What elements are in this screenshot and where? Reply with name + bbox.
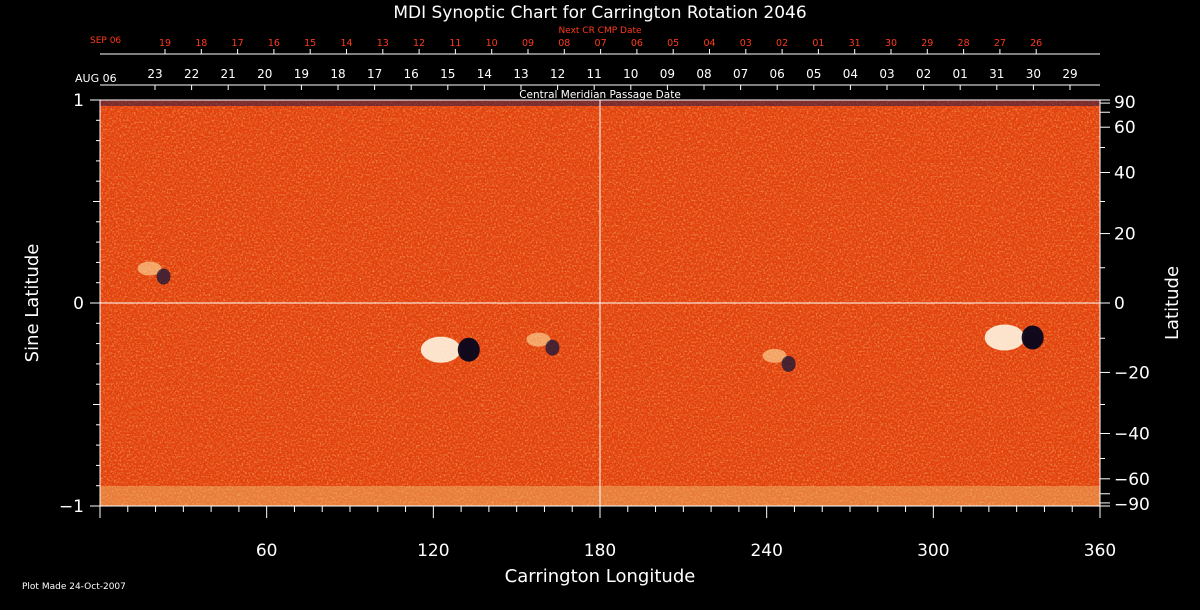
next-cmp-date-label: 05 xyxy=(667,38,679,49)
next-cmp-date-label: 04 xyxy=(703,38,715,49)
next-cmp-date-label: 01 xyxy=(812,38,824,49)
y-right-tick-label: 20 xyxy=(1114,225,1136,245)
cmp-date-label: 14 xyxy=(477,67,492,81)
x-tick-label: 300 xyxy=(917,541,949,561)
next-cmp-date-label: 13 xyxy=(377,38,389,49)
negative-polarity-blob xyxy=(156,268,171,285)
y-right-axis: 90 60 40 20 0 −20 −40 −60 −90 xyxy=(1100,93,1150,515)
negative-polarity-blob xyxy=(457,337,480,362)
y-right-tick-label: 40 xyxy=(1114,164,1136,184)
y-right-axis-title: Latitude xyxy=(1162,266,1183,340)
next-cmp-ticks: 19 18 17 16 15 14 13 12 11 10 09 08 07 06 05 04 03 02 01 31… xyxy=(159,38,1042,54)
next-cmp-date-label: 10 xyxy=(486,38,498,49)
x-tick-label: 240 xyxy=(750,541,782,561)
cmp-date-label: 19 xyxy=(294,67,309,81)
next-cmp-date-label: 30 xyxy=(885,38,897,49)
x-tick-label: 60 xyxy=(256,541,278,561)
x-tick-label: 180 xyxy=(584,541,616,561)
positive-polarity-blob xyxy=(984,324,1025,351)
next-cmp-date-label: 29 xyxy=(921,38,933,49)
plot-made-footer: Plot Made 24-Oct-2007 xyxy=(22,582,126,592)
cmp-date-label: 13 xyxy=(513,67,528,81)
y-left-axis: 1 0 −1 xyxy=(59,91,100,517)
cmp-date-label: 08 xyxy=(696,67,711,81)
cmp-date-label: 07 xyxy=(733,67,748,81)
negative-polarity-blob xyxy=(545,339,560,356)
next-cmp-date-label: 31 xyxy=(849,38,861,49)
x-axis: 60 120 180 240 300 360 xyxy=(99,506,1116,561)
next-cmp-date-label: 08 xyxy=(558,38,570,49)
cmp-date-label: 17 xyxy=(367,67,382,81)
cmp-date-label: 01 xyxy=(953,67,968,81)
cmp-date-label: 11 xyxy=(587,67,602,81)
y-right-tick-label: −90 xyxy=(1114,495,1150,515)
y-right-tick-label: −60 xyxy=(1114,470,1150,490)
next-cmp-date-label: 12 xyxy=(413,38,425,49)
next-cmp-date-label: 26 xyxy=(1030,38,1042,49)
cmp-date-label: 06 xyxy=(770,67,785,81)
cmp-date-label: 22 xyxy=(184,67,199,81)
cmp-date-label: 31 xyxy=(989,67,1004,81)
y-left-tick-label: 0 xyxy=(73,294,84,314)
next-cmp-date-label: 27 xyxy=(994,38,1006,49)
y-right-tick-label: 60 xyxy=(1114,118,1136,138)
cmp-date-label: 21 xyxy=(221,67,236,81)
cmp-date-label: 23 xyxy=(147,67,162,81)
cmp-date-label: 12 xyxy=(550,67,565,81)
cmp-axis-label: Central Meridian Passage Date xyxy=(519,89,681,101)
cmp-date-label: 04 xyxy=(843,67,858,81)
next-cmp-date-label: 19 xyxy=(159,38,171,49)
active-regions xyxy=(137,261,1044,372)
next-cmp-date-label: 14 xyxy=(340,38,352,49)
cmp-ticks: 23 22 21 20 19 18 17 16 15 14 13 12 11 10 09 08 07 06 05 04… xyxy=(100,67,1100,90)
x-axis-title: Carrington Longitude xyxy=(505,566,696,587)
next-cmp-date-label: 06 xyxy=(631,38,643,49)
y-right-tick-label: −40 xyxy=(1114,424,1150,444)
cmp-date-label: 16 xyxy=(404,67,419,81)
positive-polarity-blob xyxy=(762,348,787,363)
y-left-tick-label: −1 xyxy=(59,497,84,517)
next-cmp-date-label: 11 xyxy=(449,38,461,49)
next-cmp-date-label: 16 xyxy=(268,38,280,49)
next-cmp-date-label: 02 xyxy=(776,38,788,49)
next-cmp-date-label: 03 xyxy=(740,38,752,49)
cmp-date-label: 20 xyxy=(257,67,272,81)
cmp-date-label: 03 xyxy=(879,67,894,81)
next-cmp-date-label: 09 xyxy=(522,38,534,49)
cmp-date-label: 15 xyxy=(440,67,455,81)
next-cmp-axis-label: Next CR CMP Date xyxy=(558,26,642,36)
cmp-date-label: 02 xyxy=(916,67,931,81)
cmp-date-label: 29 xyxy=(1062,67,1077,81)
next-cmp-date-label: 15 xyxy=(304,38,316,49)
cmp-start-label: AUG 06 xyxy=(75,72,117,85)
cmp-date-label: 10 xyxy=(623,67,638,81)
x-tick-label: 360 xyxy=(1084,541,1116,561)
y-right-tick-label: 90 xyxy=(1114,93,1136,113)
cmp-date-label: 18 xyxy=(330,67,345,81)
next-cmp-start-label: SEP 06 xyxy=(90,36,121,46)
cmp-date-label: 30 xyxy=(1026,67,1041,81)
y-left-axis-title: Sine Latitude xyxy=(22,244,43,363)
y-right-tick-label: −20 xyxy=(1114,363,1150,383)
positive-polarity-blob xyxy=(137,261,162,276)
next-cmp-date-label: 17 xyxy=(232,38,244,49)
negative-polarity-blob xyxy=(1021,325,1044,350)
x-tick-label: 120 xyxy=(417,541,449,561)
next-cmp-date-label: 18 xyxy=(195,38,207,49)
cmp-date-label: 05 xyxy=(806,67,821,81)
cmp-date-label: 09 xyxy=(660,67,675,81)
negative-polarity-blob xyxy=(781,355,796,372)
positive-polarity-blob xyxy=(526,332,551,347)
y-right-tick-label: 0 xyxy=(1114,294,1125,314)
positive-polarity-blob xyxy=(420,336,461,363)
y-left-tick-label: 1 xyxy=(73,91,84,111)
chart-title: MDI Synoptic Chart for Carrington Rotati… xyxy=(393,3,806,23)
next-cmp-date-label: 07 xyxy=(595,38,607,49)
next-cmp-date-label: 28 xyxy=(958,38,970,49)
